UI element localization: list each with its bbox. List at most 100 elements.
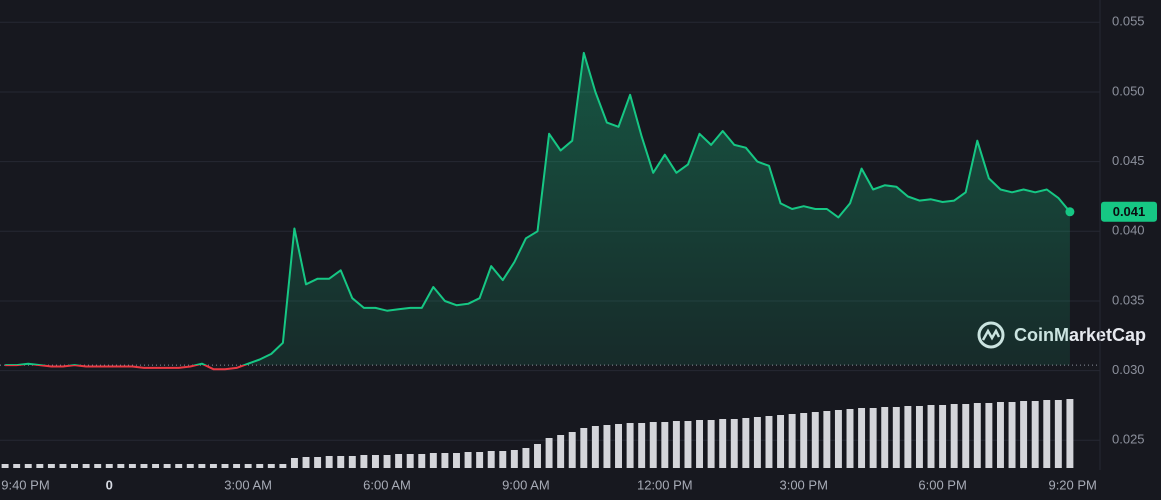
- x-tick-label: 12:00 PM: [637, 477, 693, 492]
- volume-bar: [186, 464, 194, 468]
- volume-bar: [476, 452, 484, 468]
- volume-bar: [279, 464, 287, 468]
- volume-bar: [140, 464, 148, 468]
- y-tick-label: 0.050: [1112, 83, 1145, 98]
- volume-bar: [858, 408, 866, 468]
- volume-bar: [985, 403, 993, 468]
- x-tick-label: 9:40 PM: [1, 477, 49, 492]
- volume-bar: [1054, 400, 1062, 468]
- x-tick-label: 9:20 PM: [1048, 477, 1096, 492]
- volume-bar: [996, 402, 1004, 468]
- volume-bar: [962, 404, 970, 468]
- x-tick-label: 3:00 AM: [224, 477, 272, 492]
- y-tick-label: 0.040: [1112, 223, 1145, 238]
- volume-bar: [904, 406, 912, 468]
- price-tag-label: 0.041: [1113, 204, 1146, 219]
- x-tick-label: 6:00 AM: [363, 477, 411, 492]
- volume-bar: [730, 419, 738, 468]
- x-tick-label: 6:00 PM: [918, 477, 966, 492]
- volume-bar: [615, 424, 622, 468]
- volume-bar: [973, 403, 981, 468]
- volume-bar: [1043, 400, 1051, 468]
- volume-bar: [198, 464, 206, 468]
- volume-bar: [418, 454, 426, 468]
- volume-bar: [869, 408, 877, 468]
- volume-bar: [256, 464, 264, 468]
- volume-bar: [117, 464, 125, 468]
- volume-bar: [24, 464, 32, 468]
- x-tick-label: 0: [106, 477, 113, 492]
- last-point: [1065, 207, 1075, 217]
- volume-bar: [36, 464, 44, 468]
- y-tick-label: 0.045: [1112, 153, 1145, 168]
- volume-bar: [522, 448, 530, 468]
- volume-bar: [233, 464, 241, 468]
- volume-bar: [626, 423, 634, 468]
- volume-bar: [244, 464, 252, 468]
- volume-bar: [580, 428, 588, 468]
- volume-bar: [742, 418, 750, 468]
- volume-bar: [453, 453, 460, 468]
- x-tick-label: 9:00 AM: [502, 477, 550, 492]
- volume-bar: [557, 435, 565, 468]
- volume-bar: [765, 416, 773, 468]
- volume-bar: [649, 422, 657, 468]
- volume-bar: [152, 464, 160, 468]
- volume-bar: [1, 464, 9, 468]
- volume-bar: [800, 413, 808, 468]
- volume-bar: [348, 456, 356, 468]
- volume-bar: [672, 421, 680, 468]
- volume-bar: [534, 444, 541, 468]
- volume-bar: [1066, 399, 1074, 468]
- volume-bar: [1031, 401, 1039, 468]
- volume-bar: [591, 426, 599, 468]
- volume-bar: [13, 464, 21, 468]
- volume-bar: [128, 464, 136, 468]
- volume-bar: [221, 464, 229, 468]
- volume-bar: [487, 451, 495, 468]
- volume-bar: [441, 453, 449, 468]
- volume-bar: [661, 422, 669, 468]
- volume-bar: [915, 406, 923, 468]
- volume-bar: [163, 464, 171, 468]
- volume-bar: [175, 464, 183, 468]
- volume-bar: [406, 454, 414, 468]
- y-tick-label: 0.030: [1112, 362, 1145, 377]
- volume-bar: [834, 410, 842, 468]
- volume-bar: [290, 458, 298, 468]
- volume-bar: [892, 407, 900, 468]
- volume-bar: [499, 451, 507, 468]
- volume-bar: [927, 405, 935, 468]
- price-tag: [1101, 201, 1157, 222]
- volume-bar: [267, 464, 275, 468]
- volume-bar: [82, 464, 90, 468]
- volume-bar: [314, 457, 322, 468]
- volume-bar: [47, 464, 55, 468]
- volume-bar: [209, 464, 217, 468]
- volume-bar: [707, 420, 715, 468]
- volume-bar: [777, 415, 785, 468]
- volume-bar: [1008, 402, 1016, 468]
- volume-bar: [325, 456, 333, 468]
- price-line: [5, 51, 1071, 371]
- volume-bar: [360, 455, 368, 468]
- volume-bar: [638, 423, 646, 468]
- volume-bar: [846, 409, 854, 468]
- volume-bar: [788, 414, 796, 468]
- volume-bar: [684, 421, 692, 468]
- volume-bar: [464, 452, 472, 468]
- volume-bar: [939, 405, 947, 468]
- price-area: [16, 52, 1070, 366]
- volume-bar: [950, 404, 958, 468]
- x-tick-label: 3:00 PM: [779, 477, 827, 492]
- volume-bar: [302, 457, 310, 468]
- y-tick-label: 0.035: [1112, 292, 1145, 307]
- volume-bar: [105, 464, 113, 468]
- volume-bar: [753, 417, 761, 468]
- volume-bar: [59, 464, 67, 468]
- volume-bar: [337, 456, 345, 468]
- volume-bar: [603, 425, 611, 468]
